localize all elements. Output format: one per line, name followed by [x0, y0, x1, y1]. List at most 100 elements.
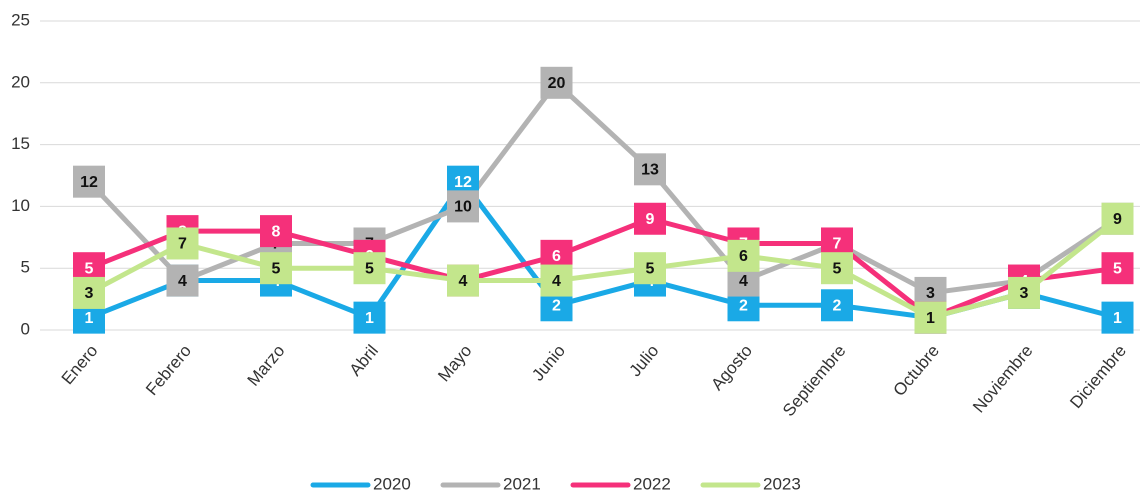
- x-tick-label: Octubre: [890, 341, 943, 400]
- data-label: 4: [166, 264, 199, 297]
- y-tick-label: 15: [11, 134, 30, 153]
- data-label-text: 8: [272, 223, 281, 240]
- data-label: 5: [634, 252, 666, 285]
- data-label: 5: [353, 252, 386, 285]
- data-label-box: [73, 276, 105, 309]
- data-label-text: 12: [80, 174, 98, 191]
- data-label-box: [353, 301, 386, 334]
- data-label-text: 7: [178, 236, 187, 253]
- data-label: 10: [447, 190, 479, 223]
- data-label-box: [353, 252, 386, 285]
- data-label-text: 5: [646, 260, 655, 277]
- data-label-box: [166, 264, 199, 297]
- data-label: 20: [540, 66, 573, 99]
- data-label: 2: [821, 289, 853, 322]
- x-tick-label: Julio: [625, 341, 662, 380]
- y-tick-label: 20: [11, 72, 30, 91]
- data-label-box: [447, 190, 479, 223]
- data-label-text: 5: [365, 260, 374, 277]
- data-label-text: 3: [85, 285, 94, 302]
- data-label-text: 3: [926, 285, 935, 302]
- data-label-box: [166, 227, 199, 260]
- data-label-text: 2: [552, 297, 561, 314]
- data-label-text: 7: [833, 236, 842, 253]
- data-label-text: 20: [548, 75, 566, 92]
- data-label-box: [634, 153, 666, 186]
- data-label-text: 10: [454, 199, 472, 216]
- legend-label: 2020: [373, 474, 411, 493]
- data-label-text: 3: [1020, 285, 1029, 302]
- data-label-text: 1: [85, 310, 94, 327]
- data-label-text: 1: [926, 310, 935, 327]
- data-label-text: 12: [454, 174, 472, 191]
- data-label-text: 6: [739, 248, 748, 265]
- data-label-text: 5: [833, 260, 842, 277]
- data-label-box: [540, 264, 573, 297]
- y-tick-label: 0: [21, 319, 30, 338]
- data-label-text: 4: [552, 273, 561, 290]
- x-tick-label: Febrero: [142, 341, 195, 399]
- data-label-box: [634, 202, 666, 235]
- data-label: 9: [1101, 202, 1134, 235]
- data-label-text: 1: [1113, 310, 1122, 327]
- x-tick-label: Junio: [528, 341, 569, 384]
- y-tick-label: 10: [11, 196, 30, 215]
- data-label: 1: [914, 301, 947, 334]
- legend-label: 2023: [763, 474, 801, 493]
- data-label-text: 13: [641, 162, 659, 179]
- data-label-box: [634, 252, 666, 285]
- data-label: 4: [447, 264, 479, 297]
- data-label: 9: [634, 202, 666, 235]
- x-tick-label: Noviembre: [969, 341, 1036, 416]
- data-label-text: 6: [552, 248, 561, 265]
- data-label-text: 4: [739, 273, 748, 290]
- data-label-text: 5: [1113, 260, 1122, 277]
- data-label-box: [914, 301, 947, 334]
- data-label-text: 9: [646, 211, 655, 228]
- legend-label: 2021: [503, 474, 541, 493]
- data-label-text: 5: [272, 260, 281, 277]
- data-label: 5: [1101, 252, 1134, 285]
- data-label-text: 9: [1113, 211, 1122, 228]
- x-tick-label: Mayo: [434, 341, 475, 385]
- data-label: 5: [260, 252, 292, 285]
- data-label-box: [73, 165, 105, 198]
- legend-label: 2022: [633, 474, 671, 493]
- x-tick-label: Enero: [58, 341, 102, 388]
- data-label-text: 5: [85, 260, 94, 277]
- x-tick-label: Septiembre: [779, 341, 849, 420]
- data-label: 7: [166, 227, 199, 260]
- data-label: 6: [727, 239, 760, 272]
- x-tick-label: Marzo: [244, 341, 289, 389]
- data-label: 5: [821, 252, 853, 285]
- data-label-text: 1: [365, 310, 374, 327]
- data-label: 13: [634, 153, 666, 186]
- data-label: 3: [73, 276, 105, 309]
- series-line: [88, 179, 1119, 321]
- x-tick-label: Abril: [346, 341, 382, 379]
- data-label-text: 2: [739, 297, 748, 314]
- y-tick-label: 25: [11, 10, 30, 29]
- data-label: 1: [1101, 301, 1134, 334]
- data-label-box: [727, 239, 760, 272]
- data-label-box: [1101, 301, 1134, 334]
- data-label-box: [260, 252, 292, 285]
- data-label: 12: [73, 165, 105, 198]
- data-label: 4: [540, 264, 573, 297]
- data-label-text: 4: [459, 273, 468, 290]
- x-tick-label: Agosto: [707, 341, 756, 394]
- y-tick-label: 5: [21, 258, 30, 277]
- x-tick-label: Diciembre: [1066, 341, 1130, 412]
- data-label: 3: [1008, 276, 1040, 309]
- data-label-box: [1008, 276, 1040, 309]
- data-label-box: [1101, 252, 1134, 285]
- data-label-box: [447, 264, 479, 297]
- data-label: 1: [353, 301, 386, 334]
- data-label-box: [821, 289, 853, 322]
- data-label-box: [540, 66, 573, 99]
- data-label-text: 4: [178, 273, 187, 290]
- data-label-box: [1101, 202, 1134, 235]
- data-label-box: [260, 215, 292, 248]
- data-label: 8: [260, 215, 292, 248]
